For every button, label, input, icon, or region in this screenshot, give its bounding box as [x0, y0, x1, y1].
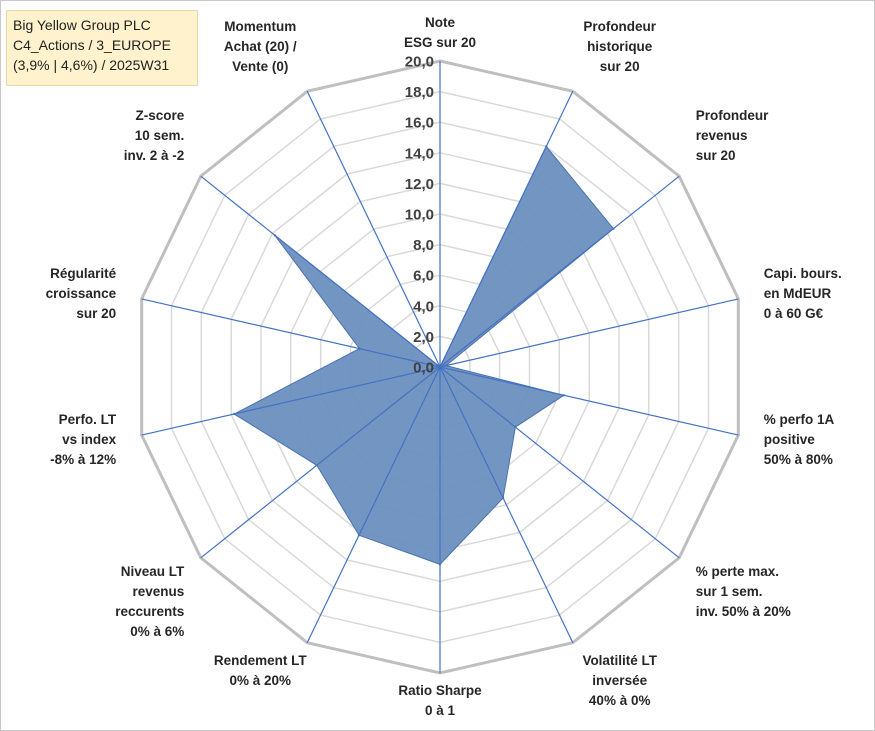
radar-axis-label: -8% à 12%: [50, 452, 116, 467]
radial-tick-label: 0,0: [413, 360, 434, 377]
radar-axis-label: Niveau LT: [121, 564, 185, 579]
radar-spoke: [306, 366, 441, 643]
radar-axis-label: 40% à 0%: [589, 693, 651, 708]
radar-data-point: [233, 412, 236, 416]
radar-spoke: [439, 366, 574, 643]
radar-spoke: [200, 175, 441, 368]
title-line-category: C4_Actions / 3_EUROPE: [13, 37, 171, 53]
radar-data-point: [612, 227, 615, 230]
radar-axis-label: historique: [587, 39, 653, 54]
radar-data-point: [357, 534, 361, 537]
radial-tick-label: 6,0: [413, 268, 434, 285]
radar-axis-label: Volatilité LT: [582, 653, 657, 668]
radar-axis-label: inv. 2 à -2: [124, 148, 185, 163]
radar-data-point: [273, 234, 277, 237]
radar-spoke: [439, 175, 680, 368]
radar-data-point: [514, 425, 517, 429]
radar-data-point: [438, 365, 442, 369]
radar-spoke: [439, 366, 739, 436]
radar-data-point: [444, 364, 448, 367]
radar-axis-label: Momentum: [224, 19, 296, 34]
radial-tick-label: 20,0: [405, 54, 434, 71]
radar-axis-label: 0 à 1: [425, 703, 456, 718]
radar-data-point: [562, 394, 565, 397]
radar-axis-label: revenus: [133, 584, 185, 599]
title-line-company: Big Yellow Group PLC: [13, 17, 151, 33]
radar-axis-label: ESG sur 20: [404, 35, 476, 50]
radar-axis-label: reccurents: [115, 604, 184, 619]
radar-axis-label: Vente (0): [232, 59, 288, 74]
radar-axis-label: 10 sem.: [135, 128, 185, 143]
radial-tick-label: 4,0: [413, 298, 434, 315]
radial-tick-label: 8,0: [413, 237, 434, 254]
radar-spoke: [439, 298, 739, 368]
radar-axis-label: % perte max.: [696, 564, 779, 579]
radar-spoke: [439, 366, 680, 559]
radar-axis-label: Note: [425, 15, 455, 30]
radar-axis-label: croissance: [46, 286, 117, 301]
radar-axis-label: inv. 50% à 20%: [696, 604, 791, 619]
radar-axis-label: Z-score: [136, 108, 185, 123]
radial-tick-label: 14,0: [405, 145, 434, 162]
radial-tick-label: 2,0: [413, 329, 434, 346]
radar-axis-label: Profondeur: [696, 108, 769, 123]
radar-axis-label: Achat (20) /: [224, 39, 297, 54]
radar-axis-label: revenus: [696, 128, 748, 143]
radar-spoke: [200, 366, 441, 559]
radial-tick-label: 12,0: [405, 176, 434, 193]
radar-axis-label: en MdEUR: [764, 286, 832, 301]
radar-axis-label: vs index: [62, 432, 117, 447]
radar-data-point: [501, 496, 505, 500]
radar-spoke: [439, 91, 574, 368]
title-line-period: (3,9% | 4,6%) / 2025W31: [13, 57, 170, 73]
radial-tick-label: 18,0: [405, 84, 434, 101]
radar-axis-label: Capi. bours.: [764, 266, 842, 281]
radar-data-point: [545, 145, 548, 148]
radar-axis-label: Rendement LT: [214, 653, 308, 668]
radar-axis-label: inversée: [592, 673, 647, 688]
radar-data-point: [438, 563, 442, 566]
radar-spoke: [141, 298, 441, 368]
radar-spoke: [306, 91, 441, 368]
radar-data-point: [358, 347, 361, 350]
radial-tick-label: 10,0: [405, 207, 434, 224]
radar-axis-label: % perfo 1A: [764, 412, 835, 427]
radar-axis-label: sur 20: [76, 306, 116, 321]
chart-title-box: Big Yellow Group PLC C4_Actions / 3_EURO…: [6, 10, 198, 86]
radar-axis-label: 0% à 6%: [130, 624, 184, 639]
radar-spoke: [141, 366, 441, 436]
radar-axis-label: Ratio Sharpe: [398, 683, 482, 698]
radar-axis-label: 0% à 20%: [230, 673, 292, 688]
radar-axis-label: sur 20: [696, 148, 736, 163]
radar-axis-label: positive: [764, 432, 816, 447]
radar-axis-label: 0 à 60 G€: [764, 306, 824, 321]
radar-axis-label: sur 1 sem.: [696, 584, 763, 599]
radar-axis-label: Régularité: [50, 266, 117, 281]
radar-data-point: [315, 464, 318, 467]
radar-axis-label: Perfo. LT: [59, 412, 117, 427]
radar-axis-label: Profondeur: [583, 19, 656, 34]
radar-axis-label: 50% à 80%: [764, 452, 833, 467]
radar-axis-label: sur 20: [600, 59, 640, 74]
radial-tick-label: 16,0: [405, 115, 434, 132]
